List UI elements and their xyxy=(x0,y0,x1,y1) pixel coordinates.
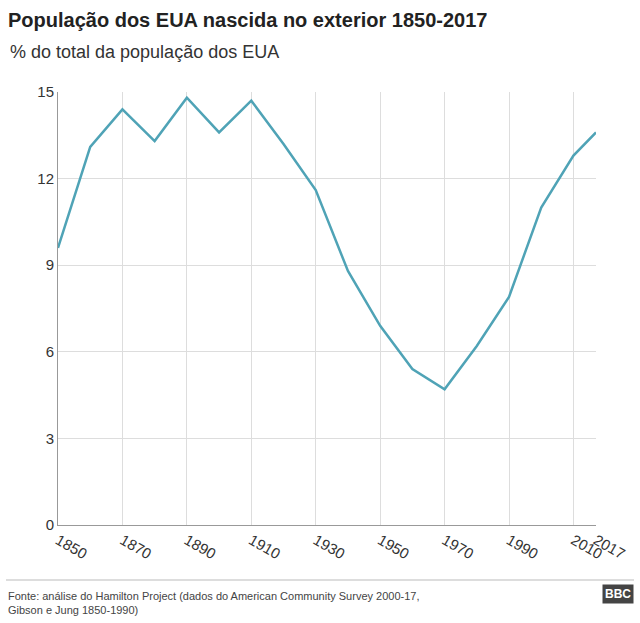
svg-text:BBC: BBC xyxy=(605,587,631,601)
svg-text:3: 3 xyxy=(46,430,54,447)
svg-text:1910: 1910 xyxy=(246,531,283,562)
svg-text:População dos EUA nascida no e: População dos EUA nascida no exterior 18… xyxy=(8,9,487,31)
svg-text:9: 9 xyxy=(46,256,54,273)
svg-text:1950: 1950 xyxy=(375,531,412,562)
svg-text:6: 6 xyxy=(46,343,54,360)
svg-text:1850: 1850 xyxy=(53,531,90,562)
svg-text:1930: 1930 xyxy=(310,531,347,562)
svg-text:% do total da população dos EU: % do total da população dos EUA xyxy=(10,42,279,62)
svg-text:1990: 1990 xyxy=(504,531,541,562)
svg-text:0: 0 xyxy=(46,516,54,533)
svg-text:2010: 2010 xyxy=(568,531,605,562)
svg-text:1970: 1970 xyxy=(439,531,476,562)
svg-text:1870: 1870 xyxy=(117,531,154,562)
svg-text:1890: 1890 xyxy=(182,531,219,562)
svg-text:12: 12 xyxy=(37,170,54,187)
svg-text:Fonte: análise do Hamilton Pro: Fonte: análise do Hamilton Project (dado… xyxy=(8,590,420,616)
svg-text:2017: 2017 xyxy=(591,531,628,562)
svg-text:15: 15 xyxy=(37,83,54,100)
